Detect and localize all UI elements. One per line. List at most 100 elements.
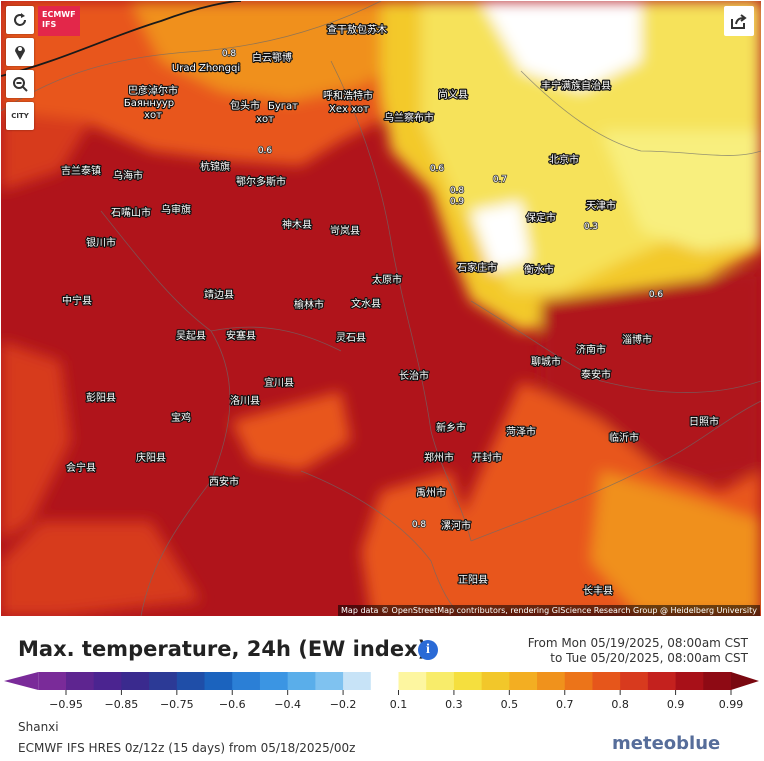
scale-arrow-left — [4, 672, 39, 690]
contour-label: 0.8 — [222, 49, 237, 59]
city-label: 乌海市 — [113, 169, 143, 182]
scale-segment — [592, 672, 621, 690]
refresh-button[interactable] — [6, 6, 34, 34]
city-label: 庆阳县 — [136, 451, 166, 464]
city-button-label: CITY — [11, 112, 29, 120]
scale-segment — [343, 672, 372, 690]
city-label: 西安市 — [209, 475, 239, 488]
scale-tick-label: 0.7 — [556, 698, 574, 711]
scale-segment — [149, 672, 178, 690]
scale-tick-label: −0.4 — [274, 698, 301, 711]
city-label: Urad Zhongqi — [172, 63, 240, 74]
scale-segment — [93, 672, 122, 690]
city-label: 乌兰察布市 — [384, 111, 434, 124]
city-label: хот — [144, 110, 162, 121]
scale-tick-label: 0.99 — [719, 698, 744, 711]
city-label: 泰安市 — [581, 368, 611, 381]
scale-arrow-right — [731, 672, 759, 690]
city-label: 呼和浩特市 — [323, 89, 373, 102]
contour-label: 0.8 — [450, 186, 465, 196]
info-button[interactable]: i — [418, 640, 438, 660]
scale-segment — [66, 672, 95, 690]
zoom-icon — [13, 77, 28, 92]
legend-title: Max. temperature, 24h (EW index) — [18, 637, 428, 661]
city-label: 禹州市 — [416, 486, 446, 499]
scale-segment — [564, 672, 593, 690]
temperature-field — [1, 1, 761, 616]
logo-line: IFS — [42, 20, 57, 29]
city-label: 吴起县 — [176, 330, 206, 342]
refresh-icon — [14, 13, 26, 26]
city-label: 吉兰泰镇 — [61, 164, 101, 177]
contour-label: 0.7 — [493, 175, 507, 185]
model-logo: ECMWF IFS — [38, 6, 80, 36]
location-button[interactable] — [6, 38, 34, 66]
scale-tick-label: 0.8 — [611, 698, 629, 711]
city-label: Бугат — [268, 101, 298, 112]
city-label: 乌审旗 — [161, 203, 191, 216]
period-to: to Tue 05/20/2025, 08:00am CST — [550, 651, 748, 665]
city-label: 淄博市 — [622, 333, 652, 346]
city-label: 新乡市 — [436, 421, 466, 434]
logo-line: ECMWF — [42, 10, 76, 19]
scale-segment — [426, 672, 455, 690]
city-label: 鄂尔多斯市 — [236, 175, 286, 188]
scale-segment — [537, 672, 566, 690]
scale-tick-label: −0.85 — [105, 698, 139, 711]
city-label: 包头市 — [230, 99, 260, 112]
city-label: 会宁县 — [66, 461, 96, 474]
watermark: meteoblue — [612, 733, 721, 754]
scale-segment — [38, 672, 67, 690]
city-label: 银川市 — [86, 236, 116, 249]
scale-segment — [232, 672, 261, 690]
city-label: 聊城市 — [531, 355, 561, 368]
city-label: хот — [256, 114, 274, 125]
city-label: Хех хот — [329, 104, 369, 115]
contour-label: 0.3 — [584, 222, 598, 232]
scale-segment — [370, 672, 399, 690]
zoom-button[interactable] — [6, 70, 34, 98]
city-label: 靖边县 — [204, 288, 234, 301]
city-label: 北京市 — [549, 153, 579, 166]
city-label: 巴彦淖尔市 — [128, 84, 178, 97]
city-label: 保定市 — [526, 211, 556, 224]
city-label: 太原市 — [372, 273, 402, 286]
city-label: 石家庄市 — [457, 261, 497, 274]
city-button[interactable]: CITY — [6, 102, 34, 130]
scale-segment — [121, 672, 150, 690]
city-label: 尚义县 — [438, 88, 468, 101]
city-label: Баяннуур — [124, 98, 174, 109]
scale-segment — [176, 672, 206, 690]
region-name: Shanxi — [18, 720, 59, 734]
contour-label: 0.6 — [430, 164, 445, 174]
scale-tick-label: 0.5 — [501, 698, 519, 711]
scale-segment — [259, 672, 289, 690]
city-label: 天津市 — [586, 199, 616, 212]
share-icon — [731, 14, 747, 29]
scale-segment — [453, 672, 483, 690]
city-label: 中宁县 — [62, 294, 92, 307]
city-label: 宝鸡 — [171, 411, 191, 424]
color-scale: −0.95 −0.85 −0.75 −0.6 −0.4 −0.2 0.1 0.3 0.5 0.7 0… — [4, 672, 759, 711]
city-label: 长丰县 — [583, 584, 613, 597]
city-label: 开封市 — [472, 451, 502, 464]
contour-label: 0.6 — [258, 146, 273, 156]
borders — [1, 1, 761, 616]
scale-segment — [675, 672, 704, 690]
city-label: 杭锦旗 — [200, 160, 230, 173]
city-label: 临沂市 — [609, 431, 639, 444]
scale-segment — [647, 672, 677, 690]
national-border — [1, 1, 242, 77]
share-button[interactable] — [724, 6, 754, 36]
city-label: 济南市 — [576, 343, 606, 356]
scale-segment — [703, 672, 732, 690]
city-label: 日照市 — [689, 415, 719, 428]
city-label: 郑州市 — [424, 451, 454, 464]
scale-segment — [315, 672, 344, 690]
city-label: 灵石县 — [336, 332, 366, 344]
city-label: 查干敖包苏木 — [327, 23, 387, 36]
city-label: 漯河市 — [441, 519, 471, 532]
scale-tick-label: −0.75 — [160, 698, 194, 711]
